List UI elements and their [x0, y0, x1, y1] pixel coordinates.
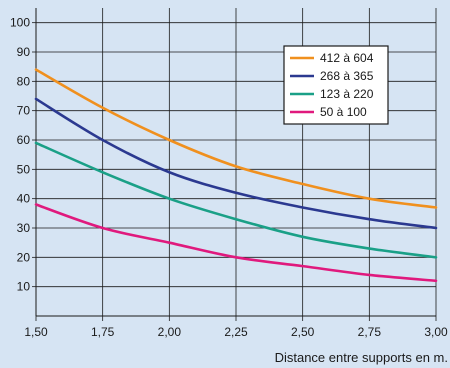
series-lines	[34, 68, 438, 283]
y-tick-label: 80	[17, 74, 31, 88]
series-line-268-365	[34, 97, 438, 230]
x-tick-label: 2,75	[358, 325, 382, 339]
x-tick-label: 1,50	[24, 325, 48, 339]
y-tick-label: 90	[17, 45, 31, 59]
y-tick-label: 30	[17, 221, 31, 235]
x-axis-label: Distance entre supports en m.	[275, 350, 448, 365]
x-tick-label: 2,50	[291, 325, 315, 339]
series-line-123-220	[34, 141, 438, 259]
y-tick-label: 50	[17, 162, 31, 176]
legend-label: 268 à 365	[320, 69, 374, 83]
x-tick-label: 2,25	[224, 325, 248, 339]
y-tick-label: 20	[17, 250, 31, 264]
legend-label: 412 à 604	[320, 51, 374, 65]
axes	[32, 8, 437, 321]
x-tick-label: 2,00	[158, 325, 182, 339]
x-tick-label: 1,75	[91, 325, 115, 339]
y-tick-label: 40	[17, 192, 31, 206]
y-tick-label: 60	[17, 133, 31, 147]
y-tick-label: 70	[17, 104, 31, 118]
series-line-412-604	[34, 68, 438, 209]
y-tick-label: 100	[10, 16, 30, 30]
legend-label: 50 à 100	[320, 105, 367, 119]
y-tick-label: 10	[17, 280, 31, 294]
legend-label: 123 à 220	[320, 87, 374, 101]
legend: 412 à 604 268 à 365 123 à 220 50 à 100	[283, 45, 389, 125]
series-line-50-100	[34, 203, 438, 283]
tick-labels: 10 20 30 40 50 60 70 80 90 100 1,50 1,75 2,00 2,25 2,5…	[10, 16, 448, 339]
x-tick-label: 3,00	[424, 325, 448, 339]
